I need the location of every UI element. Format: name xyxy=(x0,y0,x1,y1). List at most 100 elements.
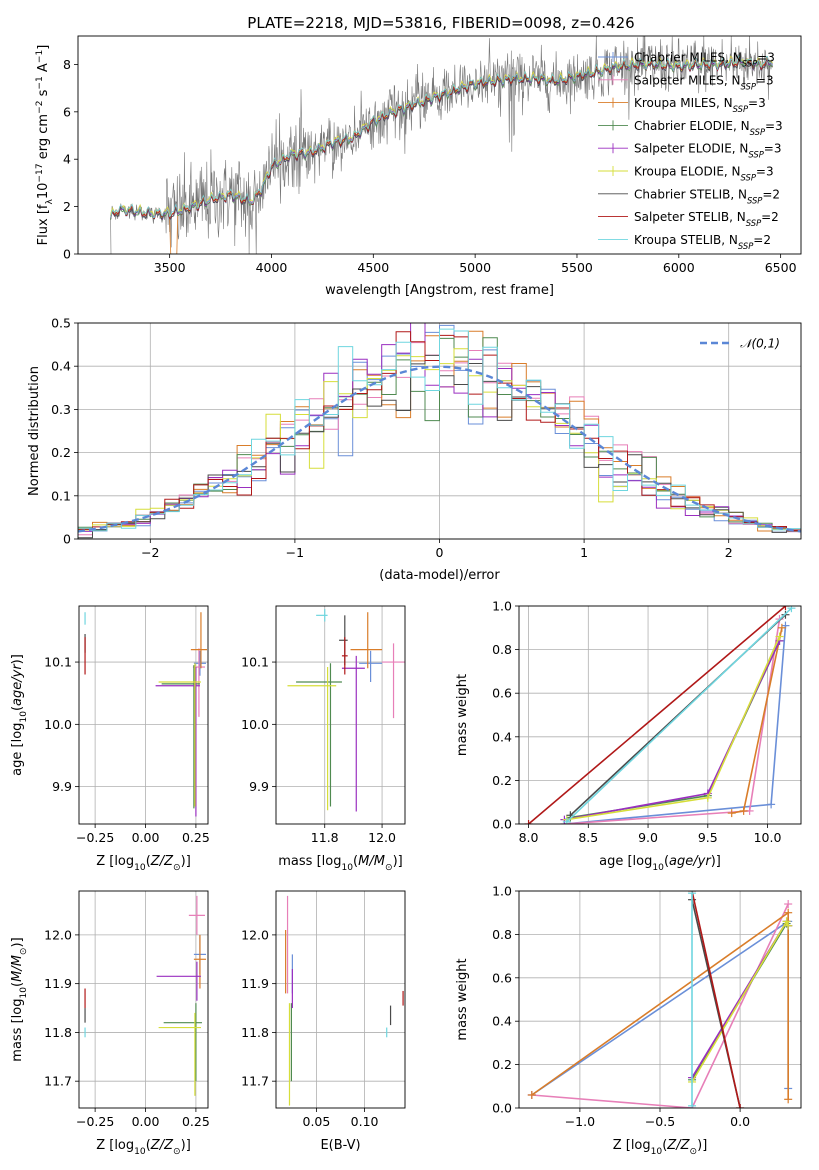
x-tick-label: 0.05 xyxy=(303,1114,331,1129)
y-tick-label: 9.9 xyxy=(52,779,72,794)
axes-frame xyxy=(275,890,406,1109)
x-axis-label: age [log10(age/yr)] xyxy=(599,854,721,873)
point-kroupa-elodie xyxy=(158,663,201,807)
x-tick-label: 2 xyxy=(725,545,733,560)
y-axis-label: mass [log10(M/M⊙)] xyxy=(10,937,29,1061)
plot-area-weight-vs-Z xyxy=(527,891,793,1108)
figure-title: PLATE=2218, MJD=53816, FIBERID=0098, z=0… xyxy=(247,14,634,32)
x-tick-label: −1.0 xyxy=(565,1114,595,1129)
y-tick-label: 8 xyxy=(63,57,71,72)
point-salpeter-elodie xyxy=(341,655,365,812)
series-kroupa-stelib xyxy=(688,891,697,1108)
y-tick-label: 12.0 xyxy=(241,927,269,942)
x-tick-label: 0.25 xyxy=(182,830,210,845)
y-tick-label: 1.0 xyxy=(492,599,512,614)
x-tick-label: 0.10 xyxy=(351,1114,379,1129)
y-axis-label: mass weight xyxy=(455,958,470,1040)
y-tick-label: 1.0 xyxy=(492,884,512,899)
x-axis-label: E(B-V) xyxy=(320,1138,360,1153)
y-tick-label: 9.9 xyxy=(249,779,269,794)
y-tick-label: 11.8 xyxy=(44,1025,72,1040)
y-tick-label: 0 xyxy=(63,532,71,547)
x-tick-label: 0.00 xyxy=(132,830,160,845)
axes-frame xyxy=(77,35,802,255)
y-tick-label: 0.6 xyxy=(492,970,512,985)
series-kroupa-elodie xyxy=(688,917,793,1086)
y-tick-label: 0.6 xyxy=(492,686,512,701)
x-tick-label: 6000 xyxy=(663,260,695,275)
series-line xyxy=(528,606,787,824)
point-chabrier-elodie xyxy=(161,665,200,809)
y-tick-label: 11.9 xyxy=(241,976,269,991)
x-tick-label: 9.5 xyxy=(698,830,718,845)
plot-area-residuals xyxy=(78,323,801,539)
legend-label-salpeter-miles: Salpeter MILES, NSSP=3 xyxy=(634,73,774,91)
y-tick-label: 2 xyxy=(63,199,71,214)
y-tick-label: 10.1 xyxy=(44,655,72,670)
series-kroupa-stelib xyxy=(562,606,796,824)
y-tick-label: 11.7 xyxy=(44,1074,72,1089)
point-chabrier-elodie xyxy=(296,663,342,807)
normal-curve xyxy=(78,365,801,533)
x-tick-label: 0.25 xyxy=(182,1114,210,1129)
point-chabrier-stelib xyxy=(339,615,348,666)
series-kroupa-elodie xyxy=(562,632,784,824)
x-tick-label: 4500 xyxy=(357,260,389,275)
x-tick-label: 10.0 xyxy=(754,830,782,845)
histogram-kroupa-stelib xyxy=(78,328,801,539)
x-tick-label: 8.5 xyxy=(578,830,598,845)
plot-area-mass-vs-Z xyxy=(84,895,206,1096)
y-tick-label: 0.2 xyxy=(492,773,512,788)
point-chabrier-elodie xyxy=(163,1003,202,1082)
plot-area-age-vs-Z xyxy=(84,612,208,817)
y-tick-label: 0.8 xyxy=(492,927,512,942)
legend-label-normal: 𝒩(0,1) xyxy=(740,337,780,351)
axes-mass-vs-ebv: 0.05 0.10 11.7 11.8 11.9 12.0 E(B-V) xyxy=(241,890,406,1153)
plot-area-age-vs-mass xyxy=(287,609,405,812)
series-salpeter-stelib xyxy=(524,606,790,824)
x-tick-label: 1 xyxy=(580,545,588,560)
x-tick-label: 4000 xyxy=(256,260,288,275)
y-tick-label: 0 xyxy=(63,247,71,262)
axes-frame xyxy=(518,890,802,1109)
x-axis-label: Z [log10(Z/Z⊙)] xyxy=(96,1138,191,1157)
x-tick-label: −0.5 xyxy=(645,1114,675,1129)
y-tick-label: 0.3 xyxy=(51,402,71,417)
axes-spectrum: 3500 4000 4500 5000 5500 6000 6500 0 2 4 6 8 wavelen… xyxy=(35,35,802,298)
point-kroupa-elodie xyxy=(158,1012,201,1096)
x-tick-label: 5500 xyxy=(561,260,593,275)
point-kroupa-miles xyxy=(190,612,208,669)
series-kroupa-miles xyxy=(527,908,793,1104)
y-tick-label: 11.7 xyxy=(241,1074,269,1089)
y-tick-label: 0.0 xyxy=(492,1101,512,1116)
point-chabrier-miles xyxy=(359,650,383,682)
legend-label-salpeter-elodie: Salpeter ELODIE, NSSP=3 xyxy=(634,142,782,160)
axes-frame xyxy=(78,890,209,1109)
point-chabrier-miles xyxy=(193,650,206,676)
point-salpeter-miles xyxy=(382,643,405,719)
legend-label-salpeter-stelib: Salpeter STELIB, NSSP=2 xyxy=(634,210,779,228)
y-tick-label: 10.0 xyxy=(44,717,72,732)
x-tick-label: 6500 xyxy=(765,260,797,275)
plot-area-mass-vs-ebv xyxy=(285,895,404,1106)
axes-mass-vs-Z: −0.25 0.00 0.25 11.7 11.8 11.9 12.0 Z [log10(Z/… xyxy=(10,890,210,1157)
series-chabrier-stelib xyxy=(688,895,745,1108)
axes-frame xyxy=(78,605,209,825)
legend: Chabrier MILES, NSSP=3 Salpeter MILES, NS… xyxy=(598,51,783,251)
y-tick-label: 0.4 xyxy=(51,359,71,374)
y-tick-label: 0.1 xyxy=(51,488,71,503)
y-tick-label: 0.0 xyxy=(492,817,512,832)
legend-label-kroupa-miles: Kroupa MILES, NSSP=3 xyxy=(634,96,766,114)
y-tick-label: 0.2 xyxy=(51,445,71,460)
series-line xyxy=(566,607,792,823)
x-tick-label: −0.25 xyxy=(76,1114,114,1129)
x-tick-label: 0.0 xyxy=(730,1114,750,1129)
x-axis-label: (data-model)/error xyxy=(379,568,500,583)
series-kroupa-miles xyxy=(727,623,786,818)
point-salpeter-elodie xyxy=(155,667,200,817)
x-tick-label: 5000 xyxy=(459,260,491,275)
series-chabrier-elodie xyxy=(566,636,784,822)
legend-label-kroupa-elodie: Kroupa ELODIE, NSSP=3 xyxy=(634,165,774,183)
y-tick-label: 10.1 xyxy=(241,655,269,670)
